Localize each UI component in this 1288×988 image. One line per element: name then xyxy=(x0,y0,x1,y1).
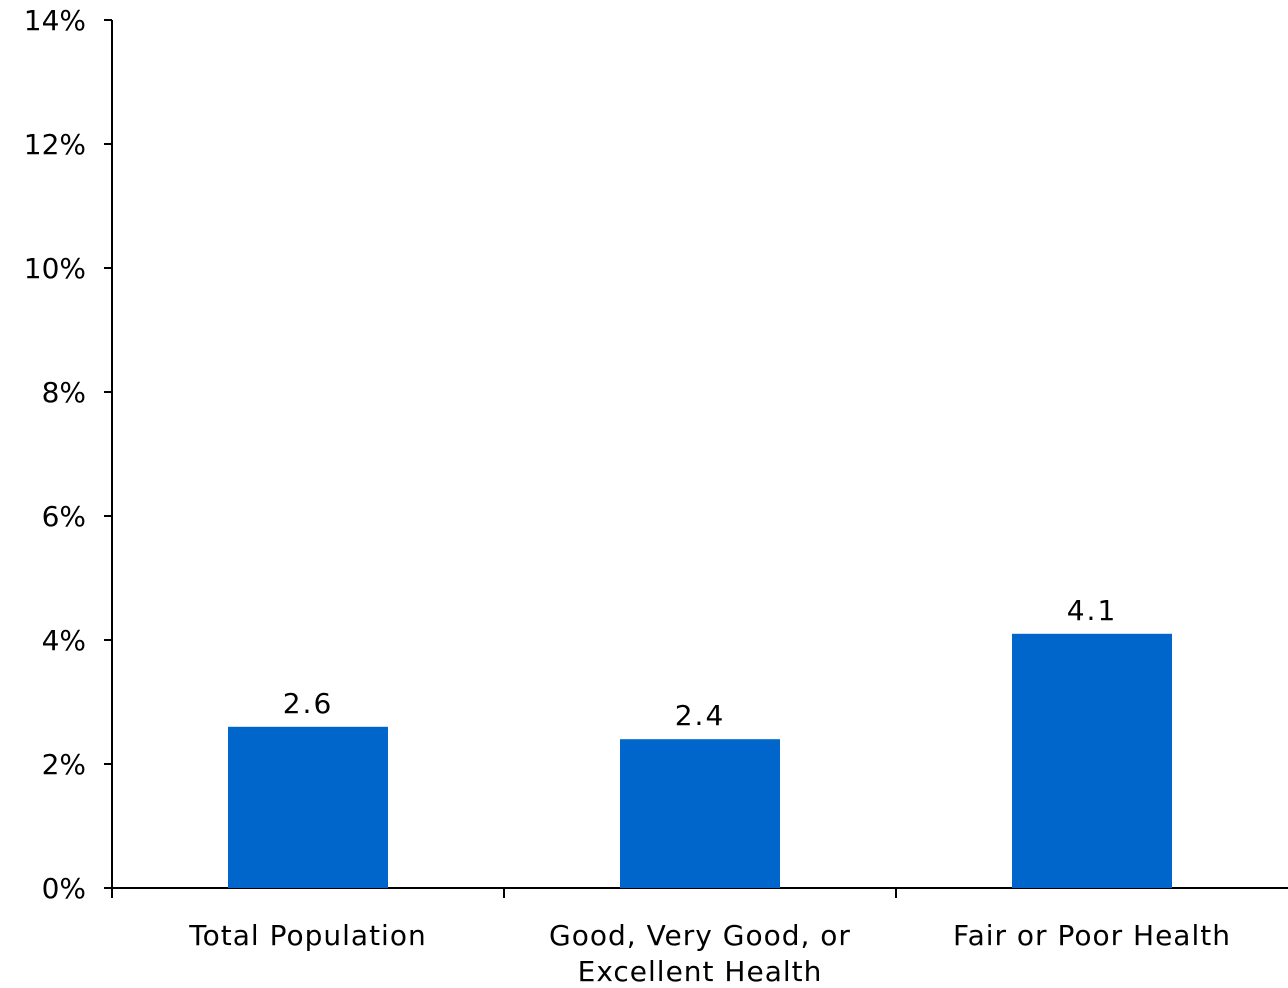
data-label: 2.6 xyxy=(283,687,334,720)
data-label: 4.1 xyxy=(1067,594,1118,627)
y-tick-label: 4% xyxy=(42,624,86,657)
data-labels: 2.6 2.4 4.1 xyxy=(283,594,1118,732)
bars xyxy=(228,634,1172,888)
y-tick-label: 12% xyxy=(24,128,86,161)
bar xyxy=(1012,634,1172,888)
bar xyxy=(228,727,388,888)
y-tick-label: 6% xyxy=(42,500,86,533)
x-tick-label: Excellent Health xyxy=(578,955,823,988)
x-axis: Total Population Good, Very Good, orExcel… xyxy=(112,888,1288,988)
y-tick-label: 14% xyxy=(24,4,86,37)
y-tick-label: 0% xyxy=(42,872,86,905)
data-label: 2.4 xyxy=(675,699,726,732)
bar xyxy=(620,739,780,888)
x-tick-label: Fair or Poor Health xyxy=(953,919,1231,952)
x-tick-label: Good, Very Good, or xyxy=(549,919,851,952)
y-tick-label: 10% xyxy=(24,252,86,285)
y-tick-label: 2% xyxy=(42,748,86,781)
x-tick-label: Total Population xyxy=(188,919,426,952)
y-axis: 0% 2% 4% 6% 8% 10% 12% 14% xyxy=(24,4,112,905)
y-tick-label: 8% xyxy=(42,376,86,409)
